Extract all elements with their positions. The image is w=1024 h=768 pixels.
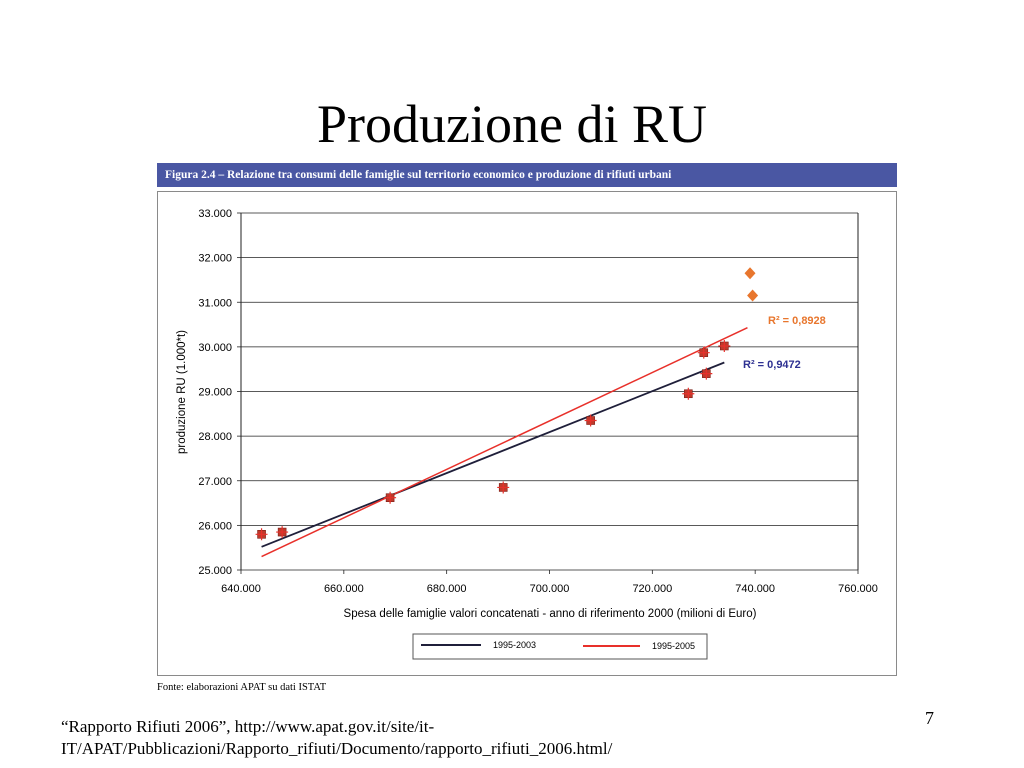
x-tick-label: 720.000 [632, 583, 672, 595]
figure-header: Figura 2.4 – Relazione tra consumi delle… [157, 163, 897, 187]
y-tick-label: 26.000 [198, 520, 232, 532]
legend-label-1995-2003: 1995-2003 [493, 640, 536, 650]
data-point-diamond [744, 267, 756, 280]
y-tick-label: 28.000 [198, 431, 232, 443]
x-tick-label: 760.000 [838, 583, 878, 595]
legend-box [412, 633, 708, 660]
figure-source: Fonte: elaborazioni APAT su dati ISTAT [157, 682, 327, 693]
x-tick-label: 700.000 [530, 583, 570, 595]
data-point-diamond [747, 289, 759, 302]
reference-line-1: “Rapporto Rifiuti 2006”, http://www.apat… [61, 717, 435, 736]
x-tick-label: 680.000 [427, 583, 467, 595]
data-point-cross [682, 387, 695, 400]
legend-label-1995-2005: 1995-2005 [652, 641, 695, 651]
data-point-cross [700, 367, 713, 380]
data-point-cross [255, 528, 268, 541]
y-tick-label: 33.000 [198, 208, 232, 220]
legend: 1995-2003 1995-2005 [412, 633, 708, 660]
y-tick-label: 30.000 [198, 342, 232, 354]
data-point-cross [584, 414, 597, 427]
reference-citation: “Rapporto Rifiuti 2006”, http://www.apat… [61, 716, 761, 760]
y-tick-label: 27.000 [198, 476, 232, 488]
r2-label-1995-2003: R² = 0,9472 [743, 359, 801, 371]
data-point-cross [276, 526, 289, 539]
trend-lines [261, 327, 748, 558]
slide-title: Produzione di RU [317, 94, 707, 154]
axes [237, 212, 859, 574]
data-point-cross [384, 491, 397, 504]
grid-lines [241, 212, 858, 571]
trend-line-1995-2005 [261, 327, 748, 558]
y-tick-label: 29.000 [198, 387, 232, 399]
data-points [255, 267, 759, 541]
r2-labels: R² = 0,9472 R² = 0,8928 [743, 315, 826, 371]
x-tick-label: 660.000 [324, 583, 364, 595]
data-point-cross [718, 339, 731, 352]
y-tick-label: 31.000 [198, 297, 232, 309]
tick-labels: 25.000 26.000 27.000 28.000 29.000 30.000 31.0… [198, 208, 878, 595]
data-point-cross [497, 481, 510, 494]
y-tick-label: 25.000 [198, 565, 232, 577]
page-number: 7 [925, 708, 934, 728]
r2-label-1995-2005: R² = 0,8928 [768, 315, 826, 327]
y-axis-title: produzione RU (1.000*t) [176, 330, 188, 454]
x-axis-title: Spesa delle famiglie valori concatenati … [344, 608, 757, 620]
y-tick-label: 32.000 [198, 253, 232, 265]
x-tick-label: 740.000 [735, 583, 775, 595]
reference-line-2: IT/APAT/Pubblicazioni/Rapporto_rifiuti/D… [61, 739, 613, 758]
chart-panel [157, 191, 897, 676]
x-tick-label: 640.000 [221, 583, 261, 595]
data-point-cross [697, 346, 710, 359]
trend-line-1995-2003 [261, 361, 725, 548]
